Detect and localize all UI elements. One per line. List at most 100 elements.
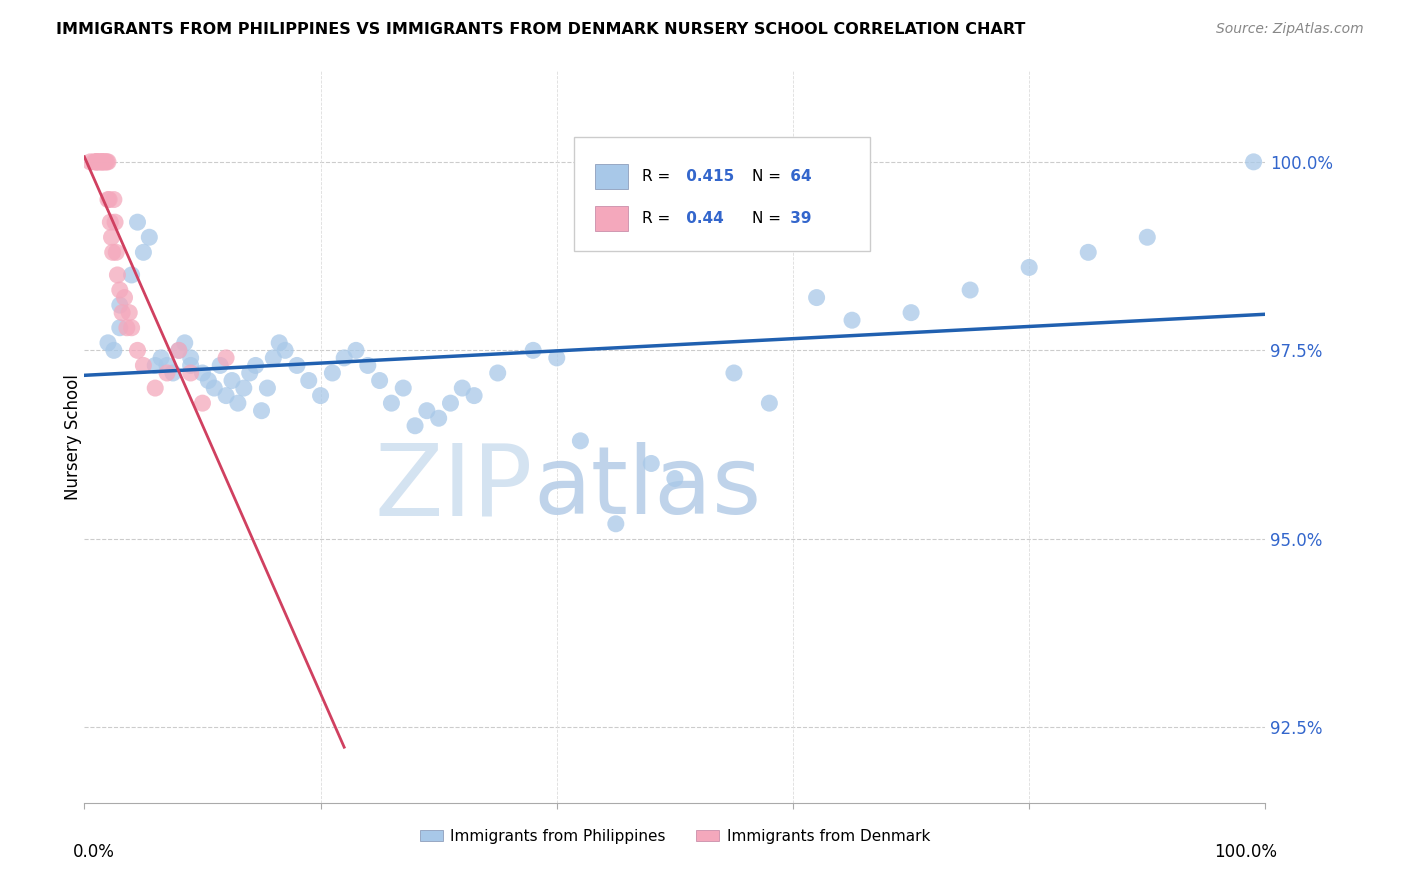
Text: 0.44: 0.44 [681, 211, 724, 227]
Point [108, 298, 131, 312]
Text: 0.0%: 0.0% [73, 843, 114, 861]
Point [114, 291, 136, 305]
Point [143, 359, 166, 373]
Point [250, 403, 273, 417]
Text: R =: R = [641, 169, 675, 184]
Point [127, 215, 149, 229]
Point [86, 154, 108, 169]
Point [83, 154, 105, 169]
Text: N =: N = [752, 211, 780, 227]
Point [463, 389, 485, 403]
Point [1243, 154, 1265, 169]
Point [321, 366, 343, 380]
Point [103, 193, 125, 207]
Point [333, 351, 356, 365]
Point [309, 389, 332, 403]
Point [121, 268, 143, 282]
Point [167, 343, 190, 358]
Point [101, 245, 124, 260]
Point [269, 335, 291, 350]
Point [97, 335, 120, 350]
Point [605, 516, 627, 531]
Bar [595, 164, 627, 189]
Point [215, 351, 238, 365]
Point [156, 366, 179, 380]
Point [91, 154, 114, 169]
Point [368, 374, 391, 388]
Point [111, 306, 134, 320]
Point [232, 381, 254, 395]
Point [97, 193, 120, 207]
Point [239, 366, 262, 380]
Point [115, 320, 138, 334]
Point [180, 359, 202, 373]
Point [806, 291, 828, 305]
Point [105, 245, 128, 260]
Point [143, 381, 166, 395]
Point [191, 396, 214, 410]
Point [97, 154, 120, 169]
Point [416, 403, 439, 417]
Point [1077, 245, 1099, 260]
Point [256, 381, 278, 395]
Point [180, 366, 202, 380]
Point [90, 154, 112, 169]
Point [91, 154, 114, 169]
Text: Source: ZipAtlas.com: Source: ZipAtlas.com [1216, 22, 1364, 37]
Point [108, 283, 131, 297]
Point [79, 154, 101, 169]
Point [262, 351, 284, 365]
Point [723, 366, 745, 380]
Text: 39: 39 [785, 211, 811, 227]
Point [202, 381, 225, 395]
Point [93, 154, 115, 169]
Point [209, 359, 232, 373]
Point [132, 245, 155, 260]
Point [758, 396, 780, 410]
Point [546, 351, 568, 365]
Bar [595, 206, 627, 231]
Point [451, 381, 474, 395]
Text: IMMIGRANTS FROM PHILIPPINES VS IMMIGRANTS FROM DENMARK NURSERY SCHOOL CORRELATIO: IMMIGRANTS FROM PHILIPPINES VS IMMIGRANT… [56, 22, 1025, 37]
Text: ZIP: ZIP [375, 440, 533, 537]
Point [104, 215, 127, 229]
Legend: Immigrants from Philippines, Immigrants from Denmark: Immigrants from Philippines, Immigrants … [413, 822, 936, 850]
Point [344, 343, 367, 358]
Point [439, 396, 461, 410]
Point [640, 457, 662, 471]
Point [380, 396, 402, 410]
Point [1136, 230, 1159, 244]
Point [156, 359, 179, 373]
Point [121, 320, 143, 334]
Point [392, 381, 415, 395]
Point [841, 313, 863, 327]
Text: atlas: atlas [533, 442, 762, 534]
Point [89, 154, 111, 169]
Point [569, 434, 592, 448]
Point [180, 351, 202, 365]
Point [107, 268, 129, 282]
Point [96, 154, 118, 169]
Point [87, 154, 110, 169]
Point [191, 366, 214, 380]
Point [427, 411, 450, 425]
FancyBboxPatch shape [575, 137, 870, 251]
Point [173, 335, 195, 350]
Point [245, 359, 267, 373]
Point [162, 366, 184, 380]
Point [150, 351, 173, 365]
Text: 100.0%: 100.0% [1215, 843, 1277, 861]
Point [197, 374, 219, 388]
Point [84, 154, 107, 169]
Point [664, 471, 686, 485]
Point [98, 193, 121, 207]
Y-axis label: Nursery School: Nursery School [65, 374, 82, 500]
Point [84, 154, 107, 169]
Point [103, 343, 125, 358]
Point [91, 154, 114, 169]
Point [100, 230, 122, 244]
Text: 64: 64 [785, 169, 811, 184]
Text: 0.415: 0.415 [681, 169, 734, 184]
Point [486, 366, 509, 380]
Point [94, 154, 117, 169]
